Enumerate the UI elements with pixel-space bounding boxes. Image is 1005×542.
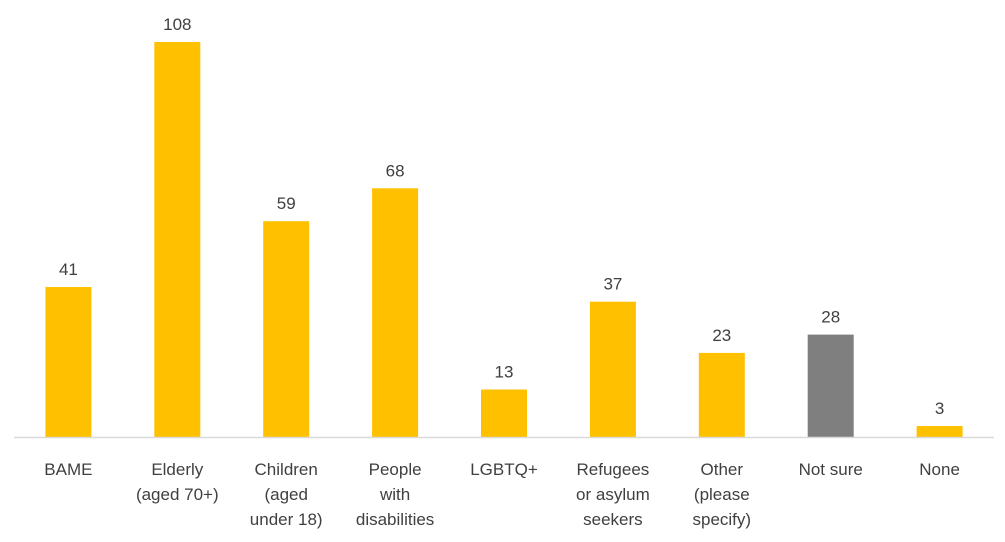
bar-2 xyxy=(263,221,310,437)
category-label-1-line-0: Elderly xyxy=(151,460,203,479)
data-label-8: 3 xyxy=(935,399,944,418)
category-label-3-line-2: disabilities xyxy=(356,510,434,529)
category-label-2-line-2: under 18) xyxy=(250,510,323,529)
category-label-8-line-0: None xyxy=(919,460,960,479)
bar-3 xyxy=(372,188,419,437)
data-label-5: 37 xyxy=(603,275,622,294)
category-label-6-line-1: (please xyxy=(694,485,750,504)
category-label-3: People with disabilities xyxy=(356,460,434,529)
category-label-8: None xyxy=(919,460,960,479)
bar-7 xyxy=(807,334,854,437)
category-label-5-line-1: or asylum xyxy=(576,485,650,504)
data-label-6: 23 xyxy=(712,326,731,345)
category-label-5: Refugees or asylum seekers xyxy=(576,460,650,529)
data-label-0: 41 xyxy=(59,260,78,279)
data-label-3: 68 xyxy=(386,161,405,180)
category-label-1-line-1: (aged 70+) xyxy=(136,485,219,504)
category-label-0-line-0: BAME xyxy=(44,460,92,479)
category-label-4-line-0: LGBTQ+ xyxy=(470,460,538,479)
bar-8 xyxy=(916,426,963,437)
data-label-4: 13 xyxy=(495,363,514,382)
bar-0 xyxy=(45,287,92,437)
bar-6 xyxy=(698,352,745,437)
category-label-7-line-0: Not sure xyxy=(799,460,863,479)
data-label-1: 108 xyxy=(163,15,191,34)
category-labels-layer: BAME Elderly (aged 70+) Children (aged under … xyxy=(44,460,960,529)
category-label-0: BAME xyxy=(44,460,92,479)
bar-1 xyxy=(154,42,201,437)
category-label-5-line-0: Refugees xyxy=(577,460,650,479)
category-label-1: Elderly (aged 70+) xyxy=(136,460,219,504)
category-label-5-line-2: seekers xyxy=(583,510,643,529)
category-label-6-line-0: Other xyxy=(701,460,744,479)
category-label-6-line-2: specify) xyxy=(693,510,752,529)
category-label-4: LGBTQ+ xyxy=(470,460,538,479)
category-label-6: Other (please specify) xyxy=(693,460,752,529)
bar-5 xyxy=(589,301,636,437)
data-label-2: 59 xyxy=(277,194,296,213)
bar-4 xyxy=(481,389,527,437)
data-label-7: 28 xyxy=(821,308,840,327)
category-label-2: Children (aged under 18) xyxy=(250,460,323,529)
category-label-3-line-0: People xyxy=(369,460,422,479)
category-label-2-line-1: (aged xyxy=(264,485,307,504)
bars-layer xyxy=(45,42,963,437)
value-labels-layer: 41 108 59 68 13 37 23 28 3 xyxy=(59,15,944,418)
category-label-3-line-1: with xyxy=(379,485,410,504)
category-label-2-line-0: Children xyxy=(255,460,318,479)
category-label-7: Not sure xyxy=(799,460,863,479)
